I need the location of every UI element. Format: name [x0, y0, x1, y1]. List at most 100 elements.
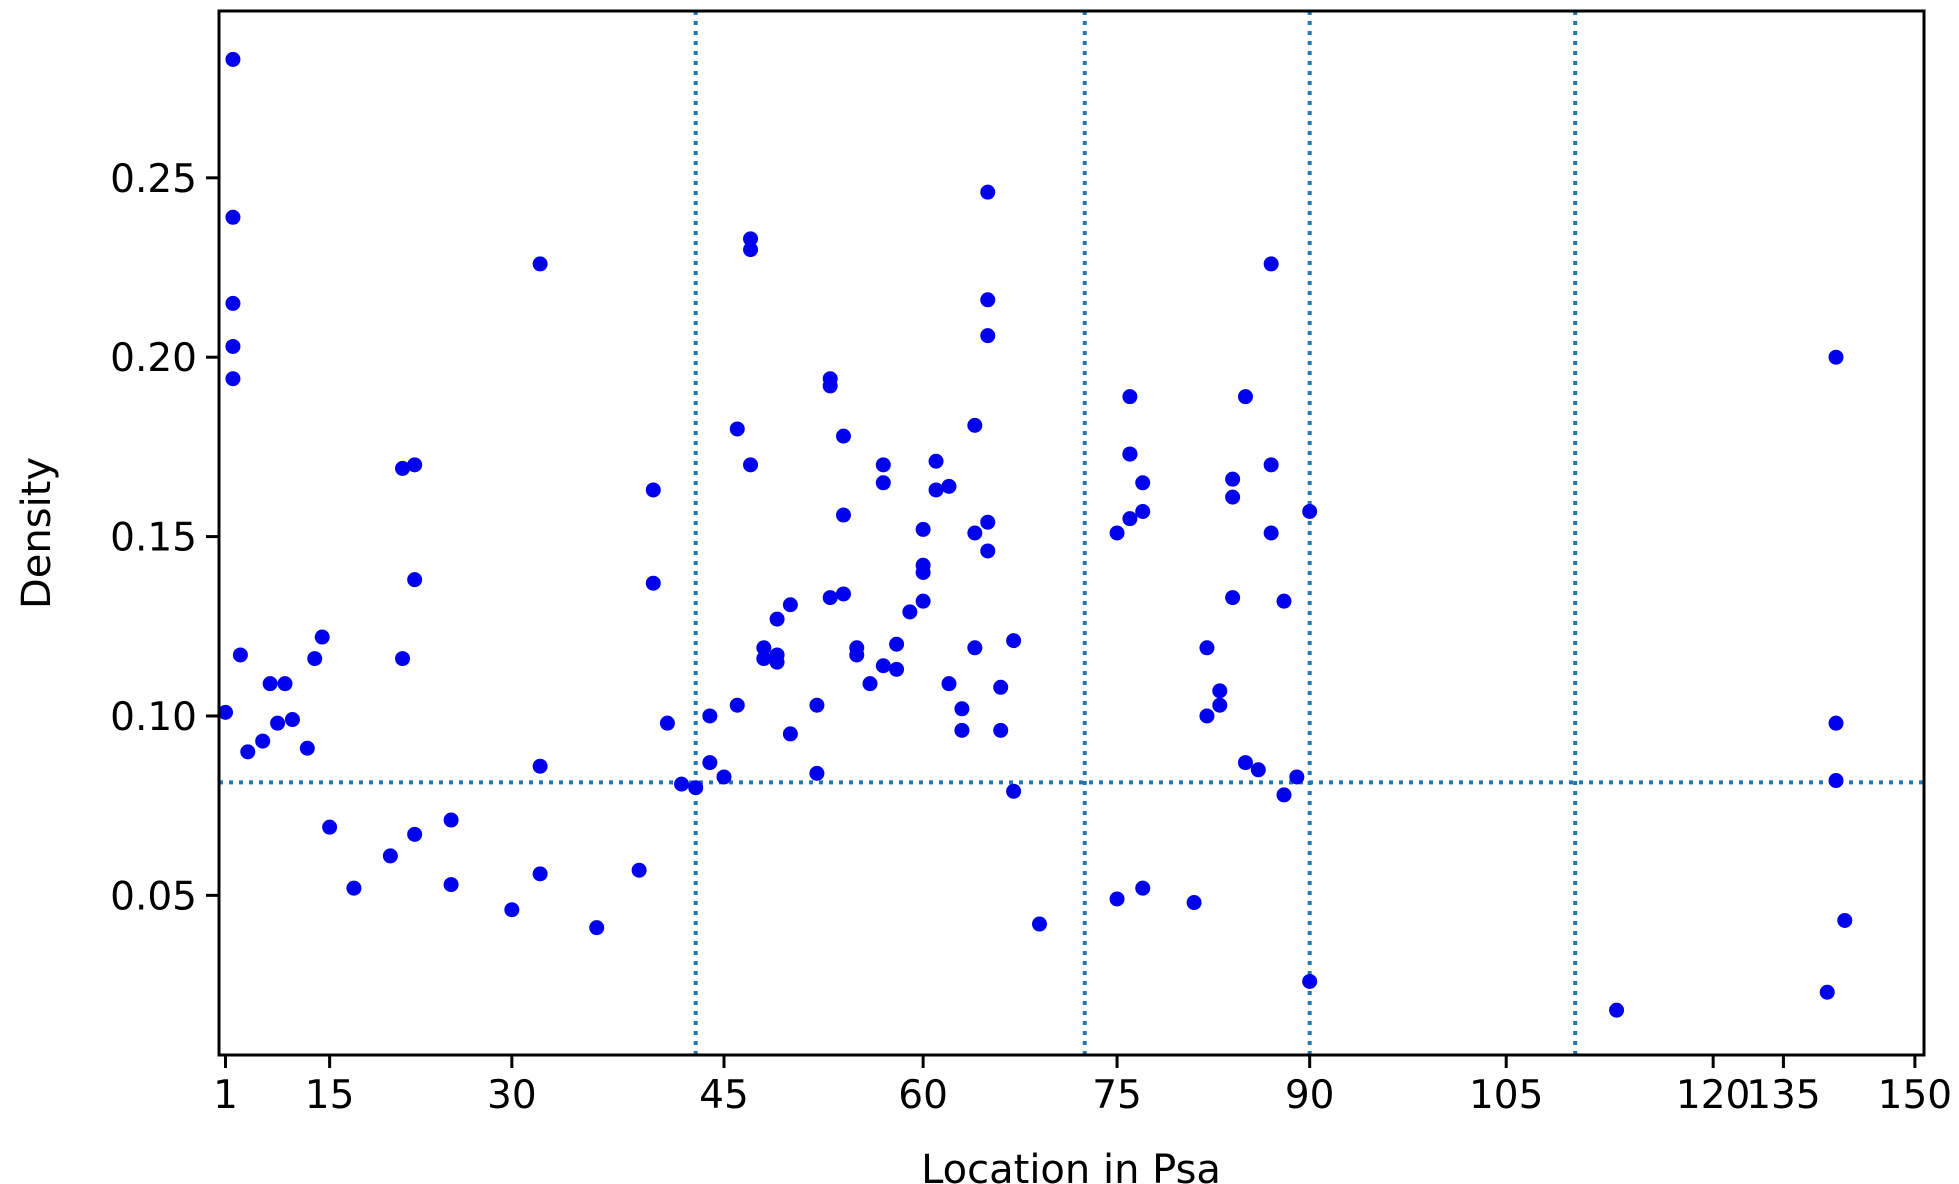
data-point [1212, 683, 1228, 699]
data-point [743, 457, 759, 473]
y-tick-label: 0.20 [110, 336, 197, 381]
data-point [769, 611, 785, 627]
data-point [1199, 708, 1215, 724]
data-point [980, 328, 996, 344]
data-point [407, 572, 423, 588]
data-point [240, 744, 256, 760]
data-point [1225, 590, 1241, 606]
data-point [915, 521, 931, 537]
data-point [1302, 973, 1318, 989]
data-point [443, 877, 459, 893]
data-point [915, 557, 931, 573]
data-point [1609, 1002, 1625, 1018]
data-point [645, 482, 661, 498]
data-point [756, 651, 772, 667]
x-tick-label: 150 [1878, 1073, 1952, 1118]
data-point [1289, 769, 1305, 785]
data-point [314, 629, 330, 645]
data-point [1263, 525, 1279, 541]
data-point [782, 597, 798, 613]
data-point [875, 457, 891, 473]
x-tick-label: 75 [1092, 1073, 1142, 1118]
data-point [769, 647, 785, 663]
data-point [407, 457, 423, 473]
data-point [299, 740, 315, 756]
y-tick-label: 0.25 [110, 157, 197, 202]
data-point [954, 722, 970, 738]
data-point [645, 575, 661, 591]
data-point [1276, 787, 1292, 803]
data-point [862, 676, 878, 692]
data-point [716, 769, 732, 785]
data-point [1122, 511, 1138, 527]
data-point [941, 478, 957, 494]
data-point [822, 590, 838, 606]
data-point [809, 765, 825, 781]
data-point [1225, 489, 1241, 505]
data-point [346, 880, 362, 896]
data-point [743, 242, 759, 258]
data-point [809, 697, 825, 713]
data-point [729, 697, 745, 713]
data-point [659, 715, 675, 731]
data-point [443, 812, 459, 828]
data-point [782, 726, 798, 742]
data-point [270, 715, 286, 731]
data-point [1109, 891, 1125, 907]
data-point [225, 338, 241, 354]
data-point [849, 640, 865, 656]
data-point [967, 640, 983, 656]
data-point [1006, 783, 1022, 799]
data-point [284, 712, 300, 728]
data-point [532, 256, 548, 272]
data-point [1135, 475, 1151, 491]
data-point [1250, 762, 1266, 778]
x-tick-label: 135 [1746, 1073, 1820, 1118]
data-point [532, 866, 548, 882]
data-point [993, 722, 1009, 738]
data-point [980, 184, 996, 200]
data-point [225, 295, 241, 311]
data-point [1225, 471, 1241, 487]
data-point [1006, 633, 1022, 649]
data-point [688, 780, 704, 796]
x-tick-label: 105 [1469, 1073, 1543, 1118]
data-point [822, 378, 838, 394]
data-point [277, 676, 293, 692]
data-point [1819, 984, 1835, 1000]
data-point [1828, 715, 1844, 731]
data-point [1302, 503, 1318, 519]
plot-frame [217, 9, 1926, 1057]
data-points [218, 51, 1853, 1018]
reference-lines [219, 11, 1924, 1055]
data-point [589, 920, 605, 936]
x-tick-label: 60 [898, 1073, 948, 1118]
data-point [225, 209, 241, 225]
x-tick-label: 15 [305, 1073, 355, 1118]
data-point [1263, 256, 1279, 272]
data-point [993, 679, 1009, 695]
y-axis-ticks: 0.05 0.10 0.15 0.20 0.25 [110, 157, 219, 919]
data-point [1186, 895, 1202, 911]
data-point [1199, 640, 1215, 656]
x-tick-label: 45 [699, 1073, 749, 1118]
data-point [1276, 593, 1292, 609]
data-point [967, 417, 983, 433]
data-point [835, 507, 851, 523]
data-point [902, 604, 918, 620]
data-point [218, 704, 234, 720]
data-point [743, 231, 759, 247]
data-point [395, 651, 411, 667]
data-point [1237, 755, 1253, 771]
x-tick-label: 120 [1676, 1073, 1750, 1118]
data-point [262, 676, 278, 692]
y-tick-label: 0.10 [110, 695, 197, 740]
data-point [756, 640, 772, 656]
data-point [980, 514, 996, 530]
y-tick-label: 0.05 [110, 874, 197, 919]
data-point [322, 819, 338, 835]
data-point [875, 475, 891, 491]
data-point [702, 708, 718, 724]
